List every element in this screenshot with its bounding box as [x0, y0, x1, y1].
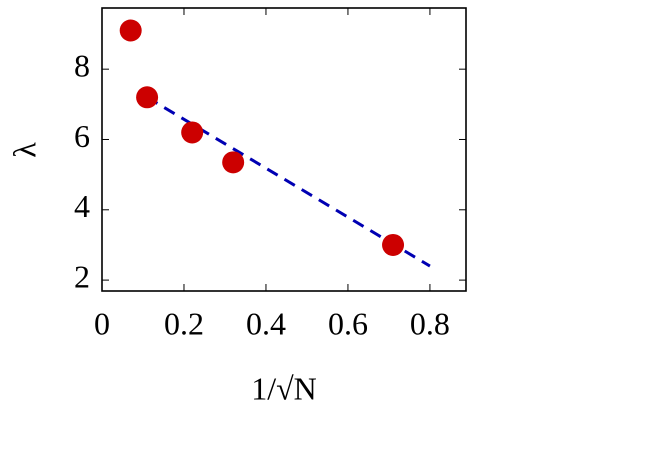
fit-line	[146, 96, 431, 268]
point	[119, 19, 142, 42]
point	[136, 86, 159, 109]
plot-frame	[101, 7, 467, 292]
y-tick-label: 2	[74, 258, 90, 294]
point	[222, 151, 245, 174]
y-tick-label: 8	[74, 48, 90, 84]
x-tick-label: 0.4	[246, 305, 286, 341]
x-tick-label: 0.2	[164, 305, 204, 341]
y-axis-label: λ	[6, 142, 42, 158]
x-tick-label: 0.6	[328, 305, 368, 341]
x-tick-label: 0	[94, 305, 110, 341]
x-axis-label: 1/√N	[251, 370, 317, 406]
point	[382, 233, 405, 256]
point	[181, 121, 204, 144]
y-tick-label: 6	[74, 118, 90, 154]
x-tick-label: 0.8	[410, 305, 450, 341]
y-tick-label: 4	[74, 188, 90, 224]
